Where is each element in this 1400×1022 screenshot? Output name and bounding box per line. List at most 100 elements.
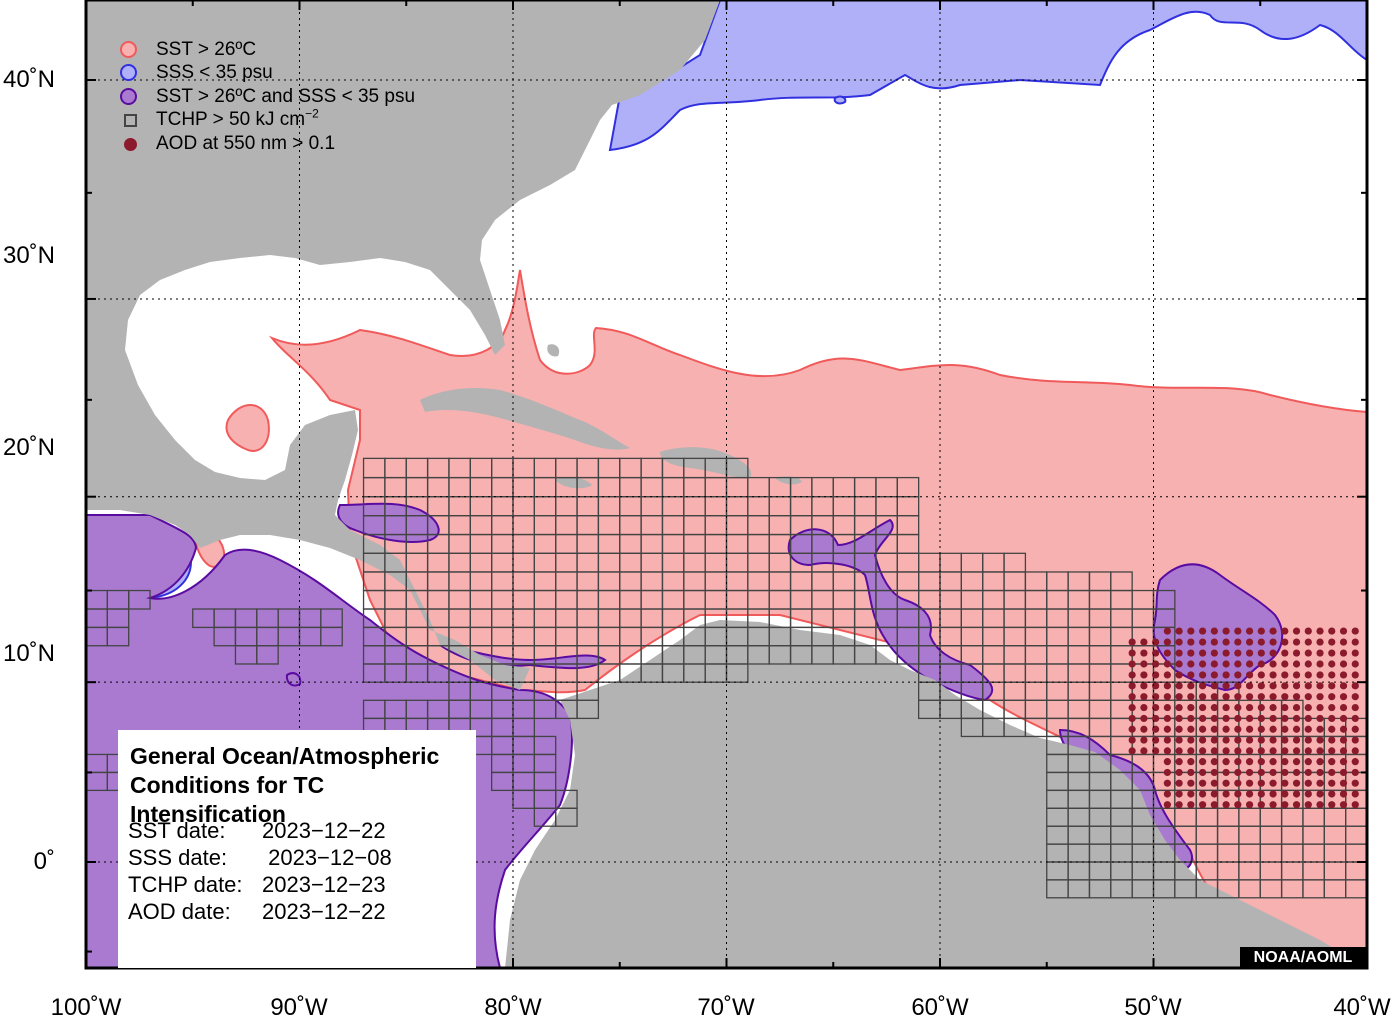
aod-dot bbox=[1245, 671, 1254, 679]
aod-dot bbox=[1269, 671, 1277, 679]
aod-dot bbox=[1304, 747, 1312, 755]
aod-dot bbox=[1292, 725, 1301, 733]
aod-dot bbox=[1210, 801, 1218, 809]
aod-dot bbox=[1257, 682, 1265, 690]
aod-dot bbox=[1245, 660, 1254, 668]
aod-dot bbox=[1234, 671, 1242, 679]
tchp-cell bbox=[128, 589, 151, 610]
aod-dot bbox=[1199, 714, 1207, 723]
aod-dot bbox=[1292, 682, 1301, 690]
aod-dot bbox=[1245, 638, 1254, 646]
aod-dot bbox=[1222, 649, 1230, 657]
aod-dot bbox=[1199, 758, 1207, 766]
aod-dot bbox=[1292, 758, 1301, 766]
aod-dot bbox=[1140, 736, 1148, 744]
aod-dot bbox=[1292, 638, 1301, 646]
aod-dot bbox=[1316, 768, 1324, 777]
aod-dot bbox=[1175, 768, 1183, 777]
aod-dot bbox=[1210, 627, 1218, 635]
aod-dot bbox=[1328, 693, 1336, 701]
land-bahamas-islet bbox=[547, 344, 560, 357]
aod-dot bbox=[1257, 703, 1265, 712]
aod-dot bbox=[1316, 779, 1324, 787]
sst-region-gulf-loop bbox=[225, 404, 270, 452]
aod-dot bbox=[1351, 714, 1359, 723]
tchp-cell bbox=[320, 626, 343, 647]
aod-dot bbox=[1199, 725, 1207, 733]
aod-dot bbox=[1175, 725, 1183, 733]
aod-dot bbox=[1281, 768, 1289, 777]
aod-dot bbox=[1292, 660, 1301, 668]
aod-dot bbox=[1210, 768, 1218, 777]
aod-dot bbox=[1128, 747, 1136, 755]
land-jamaica bbox=[555, 477, 592, 489]
aod-dot bbox=[1199, 693, 1207, 701]
legend-label-combined: SST > 26ºC and SSS < 35 psu bbox=[156, 85, 416, 107]
aod-dot bbox=[1328, 714, 1336, 723]
aod-dot bbox=[1245, 747, 1254, 755]
aod-dot bbox=[1199, 801, 1207, 809]
aod-dot bbox=[1257, 693, 1265, 701]
aod-dot bbox=[1257, 790, 1265, 798]
tchp-square-icon bbox=[124, 114, 137, 128]
aod-dot bbox=[1210, 758, 1218, 766]
aod-dot bbox=[1339, 736, 1348, 744]
lat-label-30n: 30˚N bbox=[2, 242, 55, 269]
aod-dot bbox=[1328, 638, 1336, 646]
sss-date-row: SSS date: 2023−12−08 bbox=[128, 845, 392, 870]
aod-dot bbox=[1187, 638, 1195, 646]
aod-dot bbox=[1292, 801, 1301, 809]
aod-dot bbox=[1152, 693, 1160, 701]
tchp-date-row: TCHP date: 2023−12−23 bbox=[128, 872, 386, 897]
aod-dot bbox=[1187, 779, 1195, 787]
aod-dot bbox=[1328, 682, 1336, 690]
aod-dot bbox=[1328, 801, 1336, 809]
aod-dot bbox=[1187, 790, 1195, 798]
aod-dot bbox=[1269, 725, 1277, 733]
aod-dot bbox=[1316, 682, 1324, 690]
aod-dot bbox=[1316, 627, 1324, 635]
aod-dot bbox=[1281, 790, 1289, 798]
aod-dot bbox=[1281, 693, 1289, 701]
aod-dot bbox=[1234, 682, 1242, 690]
aod-date-row: AOD date: 2023−12−22 bbox=[128, 899, 386, 924]
aod-dot bbox=[1163, 747, 1171, 755]
aod-dot bbox=[1175, 747, 1183, 755]
aod-dot bbox=[1351, 768, 1359, 777]
aod-dot bbox=[1304, 671, 1312, 679]
aod-dot bbox=[1281, 758, 1289, 766]
aod-dot bbox=[1351, 790, 1359, 798]
aod-dot bbox=[1351, 736, 1359, 744]
legend-item-sst: SST > 26ºC bbox=[118, 38, 415, 62]
aod-dot bbox=[1210, 693, 1218, 701]
lon-label-100w: 100˚W bbox=[50, 994, 122, 1021]
aod-dot bbox=[1351, 747, 1359, 755]
land-trinidad bbox=[682, 648, 699, 664]
sss-circle-icon bbox=[120, 64, 137, 82]
lon-label-90w: 90˚W bbox=[270, 994, 328, 1021]
aod-dot bbox=[1257, 627, 1265, 635]
aod-dot bbox=[1281, 649, 1289, 657]
info-title: General Ocean/Atmospheric Conditions for… bbox=[130, 743, 440, 827]
aod-dot bbox=[1316, 801, 1324, 809]
legend: SST > 26ºC SSS < 35 psu SST > 26ºC and S… bbox=[118, 38, 415, 156]
aod-dot bbox=[1128, 725, 1136, 733]
aod-dot bbox=[1163, 736, 1171, 744]
aod-dot bbox=[1222, 768, 1230, 777]
aod-dot bbox=[1304, 801, 1312, 809]
aod-dot bbox=[1351, 725, 1359, 733]
land-cuba bbox=[420, 388, 630, 450]
aod-dot bbox=[1257, 747, 1265, 755]
aod-dot bbox=[1269, 693, 1277, 701]
aod-dot bbox=[1269, 703, 1277, 712]
aod-dot bbox=[1316, 736, 1324, 744]
aod-dot bbox=[1128, 638, 1136, 646]
aod-dot bbox=[1234, 758, 1242, 766]
lat-label-10n: 10˚N bbox=[2, 640, 55, 667]
aod-dot bbox=[1152, 660, 1160, 668]
aod-dot bbox=[1187, 736, 1195, 744]
land-south-america bbox=[505, 620, 1367, 968]
aod-dot bbox=[1281, 660, 1289, 668]
lat-label-0: 0˚ bbox=[33, 848, 55, 875]
aod-dot bbox=[1292, 627, 1301, 635]
